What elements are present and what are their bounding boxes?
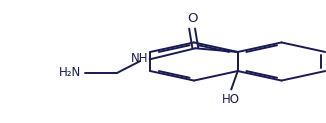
Text: H₂N: H₂N: [59, 66, 81, 79]
Text: O: O: [187, 12, 197, 25]
Text: HO: HO: [222, 92, 240, 106]
Text: NH: NH: [131, 52, 148, 65]
